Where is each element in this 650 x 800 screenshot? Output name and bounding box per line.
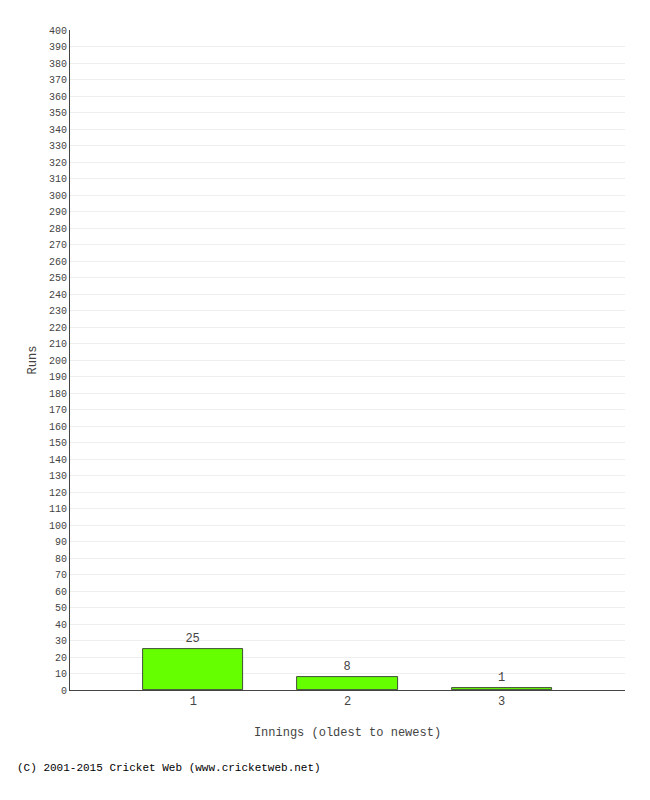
svg-text:270: 270: [49, 240, 67, 251]
svg-text:320: 320: [49, 158, 67, 169]
svg-text:350: 350: [49, 108, 67, 119]
svg-text:260: 260: [49, 257, 67, 268]
svg-text:0: 0: [61, 686, 67, 697]
svg-text:250: 250: [49, 273, 67, 284]
svg-text:330: 330: [49, 141, 67, 152]
svg-text:390: 390: [49, 42, 67, 53]
svg-text:220: 220: [49, 323, 67, 334]
svg-text:210: 210: [49, 339, 67, 350]
svg-text:190: 190: [49, 372, 67, 383]
svg-text:200: 200: [49, 356, 67, 367]
svg-text:280: 280: [49, 224, 67, 235]
svg-text:10: 10: [55, 669, 67, 680]
svg-text:240: 240: [49, 290, 67, 301]
svg-text:400: 400: [49, 26, 67, 37]
svg-text:180: 180: [49, 389, 67, 400]
svg-text:370: 370: [49, 75, 67, 86]
svg-text:25: 25: [185, 632, 199, 646]
svg-text:30: 30: [55, 636, 67, 647]
svg-text:(C) 2001-2015 Cricket Web (www: (C) 2001-2015 Cricket Web (www.cricketwe…: [17, 762, 321, 774]
svg-text:130: 130: [49, 471, 67, 482]
svg-text:100: 100: [49, 521, 67, 532]
svg-text:90: 90: [55, 537, 67, 548]
svg-text:40: 40: [55, 620, 67, 631]
svg-text:380: 380: [49, 59, 67, 70]
svg-text:3: 3: [498, 695, 505, 709]
svg-text:20: 20: [55, 653, 67, 664]
svg-text:300: 300: [49, 191, 67, 202]
svg-text:340: 340: [49, 125, 67, 136]
svg-text:170: 170: [49, 405, 67, 416]
svg-text:70: 70: [55, 570, 67, 581]
svg-text:120: 120: [49, 488, 67, 499]
svg-text:Runs: Runs: [26, 346, 40, 375]
svg-text:2: 2: [344, 695, 351, 709]
svg-text:290: 290: [49, 207, 67, 218]
svg-text:50: 50: [55, 603, 67, 614]
svg-text:1: 1: [190, 695, 197, 709]
svg-text:1: 1: [498, 671, 505, 685]
svg-text:Innings (oldest to newest): Innings (oldest to newest): [254, 726, 441, 740]
svg-text:230: 230: [49, 306, 67, 317]
svg-text:8: 8: [343, 660, 350, 674]
svg-text:160: 160: [49, 422, 67, 433]
svg-text:360: 360: [49, 92, 67, 103]
svg-text:80: 80: [55, 554, 67, 565]
svg-text:150: 150: [49, 438, 67, 449]
svg-text:60: 60: [55, 587, 67, 598]
svg-text:140: 140: [49, 455, 67, 466]
svg-text:310: 310: [49, 174, 67, 185]
svg-text:110: 110: [49, 504, 67, 515]
